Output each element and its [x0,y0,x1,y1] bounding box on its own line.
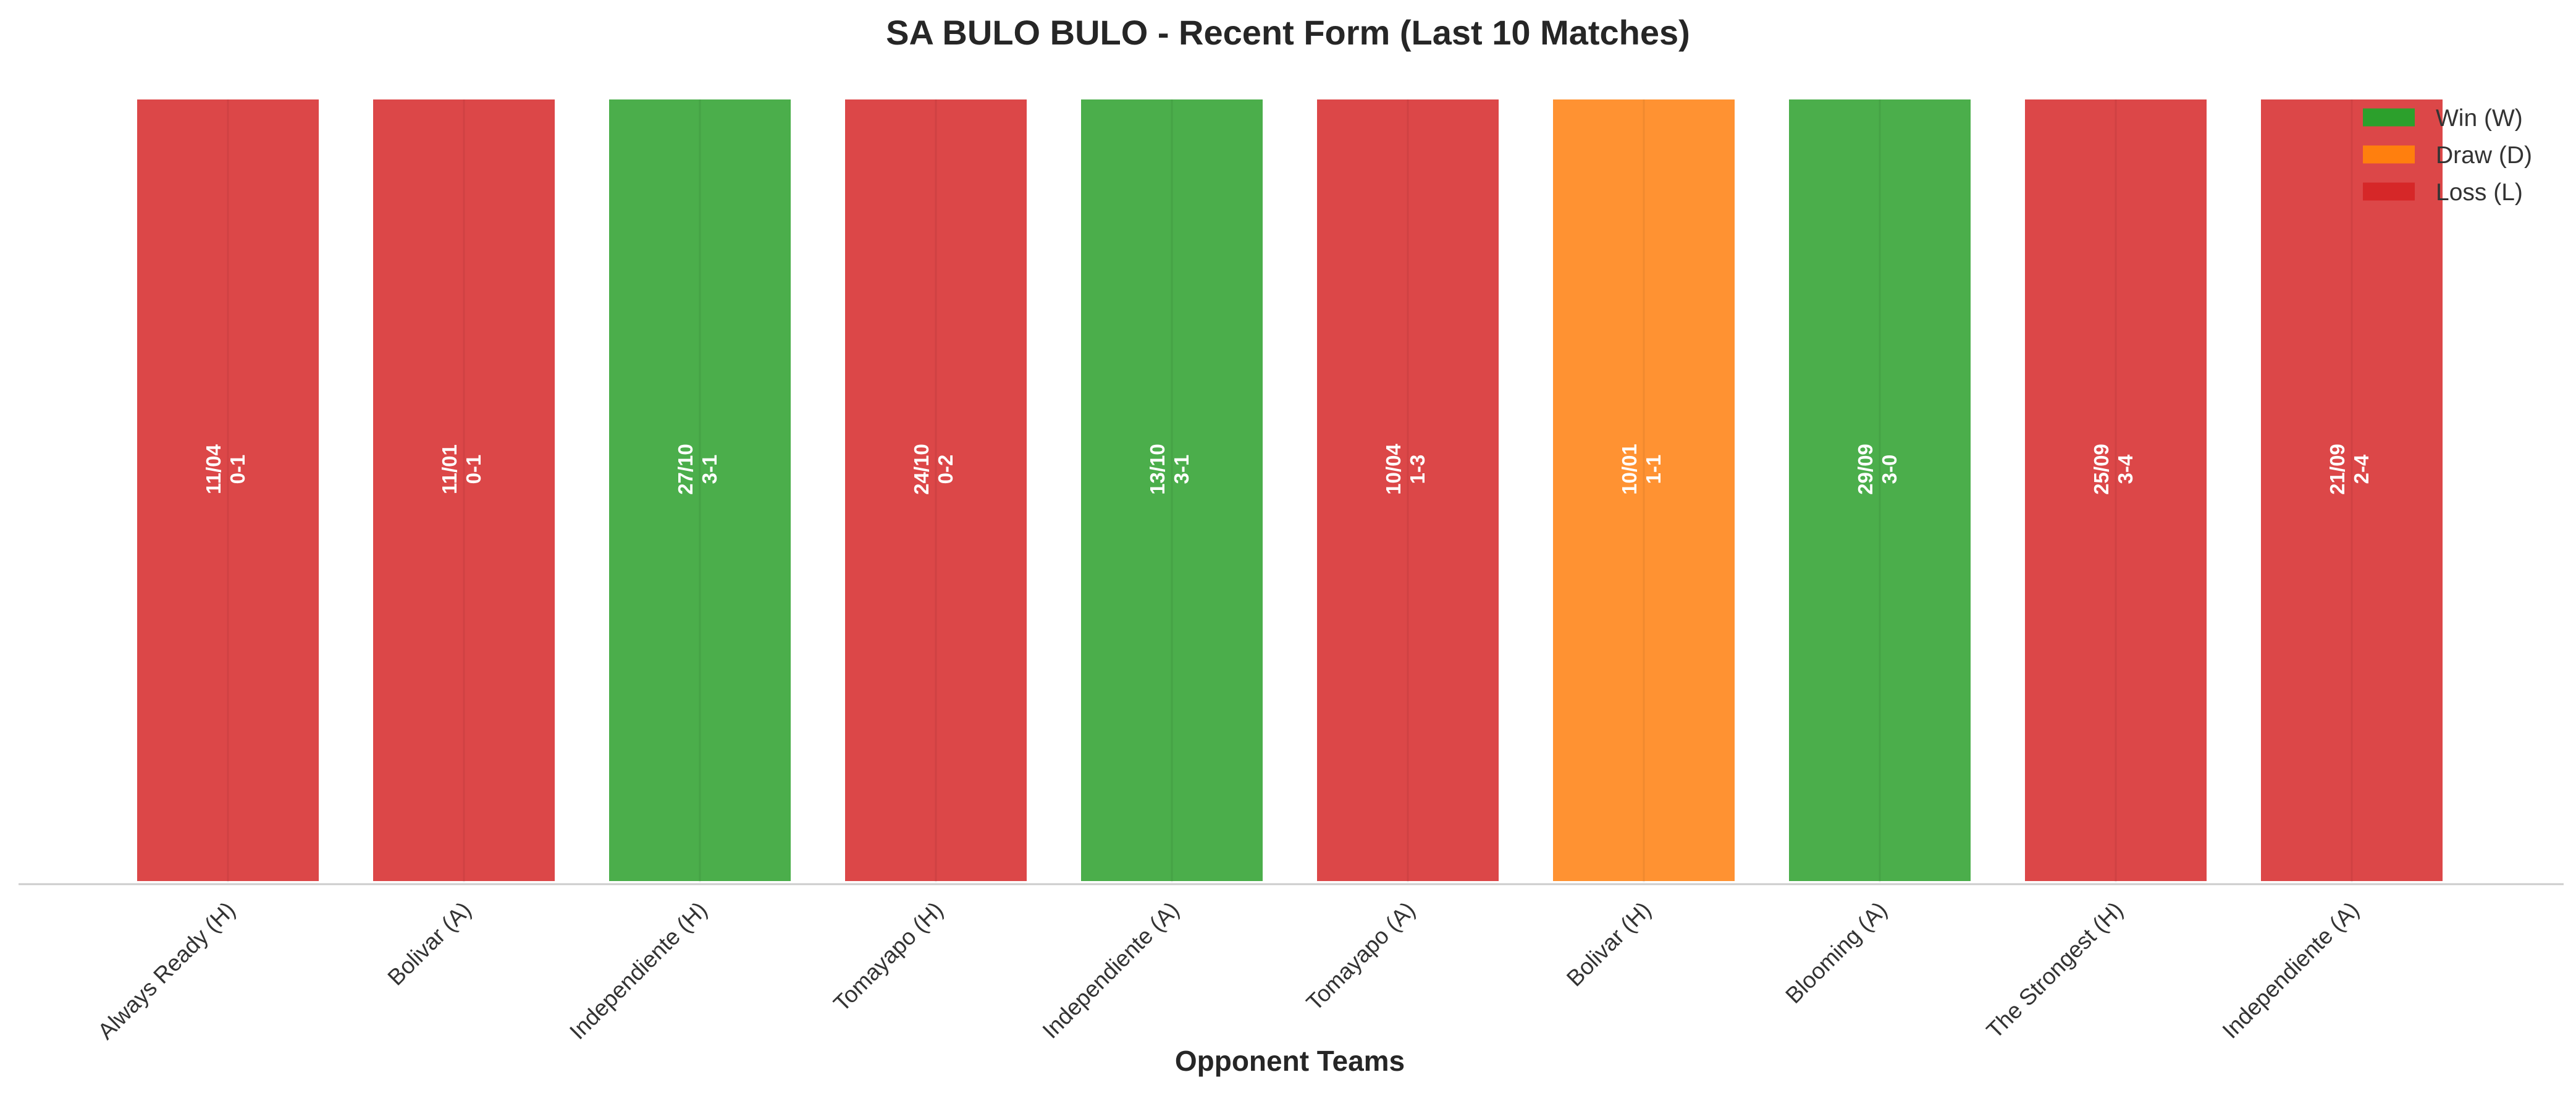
x-axis-label: Opponent Teams [1175,1045,1405,1077]
x-tick-labels: Always Ready (H) Bolivar (A) Independiente… [93,897,2363,1044]
bar-label-date: 21/09 [2326,444,2349,495]
bar-label-date: 10/04 [1382,444,1405,495]
bar-label-date: 13/10 [1146,444,1169,495]
bar-label-date: 10/01 [1618,444,1641,495]
x-tick-label: Blooming (A) [1780,897,1892,1008]
legend-swatch-l [2363,182,2415,201]
bar-label-score: 3-1 [1170,455,1193,484]
bar-10 [2258,97,2445,884]
bar-label: 13/103-1 [1146,444,1193,495]
bar-label: 25/093-4 [2090,444,2137,495]
bar-label: 11/010-1 [438,444,485,494]
bar-label-score: 3-4 [2114,454,2137,484]
bar-3 [607,97,793,884]
legend-label-d: Draw (D) [2436,142,2532,169]
bar-label-score: 3-1 [698,455,721,484]
bar-label: 21/092-4 [2326,444,2373,495]
x-tick-label: Bolivar (H) [1562,897,1656,992]
x-tick-label: Tomayapo (A) [1302,897,1420,1016]
bar-8 [1787,97,1973,884]
x-tick-label: Independiente (H) [565,897,712,1044]
bar-label-score: 1-3 [1406,455,1429,484]
bar-label-score: 0-2 [934,455,957,484]
bar-label-date: 27/10 [674,444,697,495]
bar-label: 11/040-1 [202,444,249,494]
bar-label-score: 2-4 [2350,454,2373,484]
bar-label-date: 11/04 [202,444,225,494]
bar-label: 29/093-0 [1854,444,1901,495]
bar-label-date: 29/09 [1854,444,1877,495]
bar-label: 10/041-3 [1382,444,1429,495]
legend-label-w: Win (W) [2436,105,2523,132]
x-tick-label: Always Ready (H) [93,897,240,1044]
legend: Win (W) Draw (D) Loss (L) [2363,105,2532,206]
bar-label: 27/103-1 [674,444,721,495]
x-tick-label: Bolivar (A) [383,897,476,990]
bar-9 [2022,97,2209,884]
bar-2 [371,97,557,884]
bar-4 [843,97,1029,884]
bar-label-date: 25/09 [2090,444,2113,495]
bar-label-score: 0-1 [462,455,485,484]
x-tick-label: The Strongest (H) [1982,897,2128,1044]
bar-label-date: 11/01 [438,444,461,494]
bar-7 [1551,97,1737,884]
bar-6 [1315,97,1501,884]
x-tick-label: Independiente (A) [1038,897,1184,1044]
bar-label-score: 0-1 [226,455,249,484]
bar-label-score: 1-1 [1642,455,1665,484]
bar-5 [1079,97,1265,884]
chart-title: SA BULO BULO - Recent Form (Last 10 Matc… [886,13,1690,52]
x-tick-label: Independiente (A) [2218,897,2364,1044]
x-tick-label: Tomayapo (H) [828,897,948,1016]
legend-swatch-d [2363,145,2415,164]
bars-layer: 11/040-1 11/010-1 27/103-1 24/100-2 13/103-1… [135,97,2445,884]
bar-label-date: 24/10 [910,444,933,495]
legend-label-l: Loss (L) [2436,179,2523,206]
bar-label-score: 3-0 [1878,455,1901,484]
legend-swatch-w [2363,108,2415,127]
bar-label: 24/100-2 [910,444,957,495]
bar-1 [135,97,321,884]
bar-label: 10/011-1 [1618,444,1665,495]
